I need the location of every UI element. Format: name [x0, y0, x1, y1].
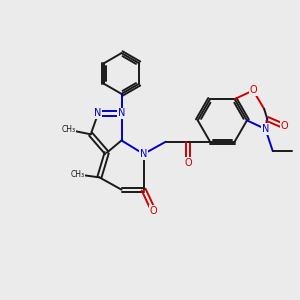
Text: CH₃: CH₃ — [70, 170, 84, 179]
Text: CH₃: CH₃ — [61, 125, 76, 134]
Text: N: N — [262, 124, 269, 134]
Text: N: N — [118, 108, 125, 118]
Text: N: N — [94, 108, 102, 118]
Text: O: O — [184, 158, 192, 168]
Text: O: O — [150, 206, 157, 216]
Text: O: O — [281, 121, 288, 131]
Text: N: N — [140, 149, 147, 159]
Text: O: O — [249, 85, 257, 95]
